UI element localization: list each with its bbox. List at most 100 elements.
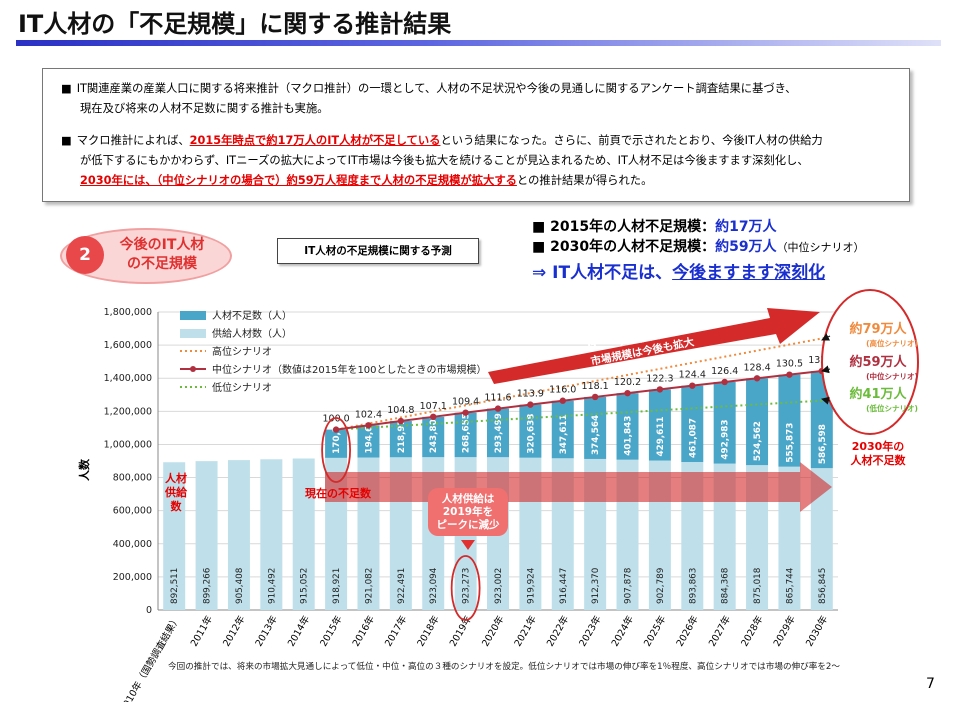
supply-label: 供給 bbox=[164, 485, 188, 499]
supply-value-label: 915,052 bbox=[300, 568, 310, 604]
peak-pointer-icon bbox=[461, 540, 475, 550]
market-index-label: 130.5 bbox=[776, 359, 803, 370]
mid-scenario-point bbox=[527, 401, 534, 408]
shortage-bar bbox=[648, 389, 671, 461]
headline-2030-value: 約59万人 bbox=[715, 239, 777, 255]
market-index-label: 102.4 bbox=[355, 409, 382, 420]
current-shortage-label: 現在の不足数 bbox=[305, 486, 372, 500]
shortage-value-label: 461,087 bbox=[688, 418, 698, 458]
x-tick-label: 2020年 bbox=[479, 613, 506, 649]
mid-scenario-point bbox=[656, 386, 664, 393]
y-tick-label: 1,200,000 bbox=[104, 406, 152, 417]
peak-circle bbox=[450, 555, 481, 621]
supply-bar bbox=[227, 460, 250, 610]
mid-scenario-point bbox=[624, 389, 631, 397]
badge-line-2: の不足規模 bbox=[127, 256, 197, 272]
supply-bar bbox=[195, 461, 218, 610]
summary-paragraph-2: ■ マクロ推計によれば、2015年時点で約17万人のIT人材が不足しているという結… bbox=[61, 131, 823, 151]
legend-label: 高位シナリオ bbox=[212, 345, 272, 358]
supply-value-label: 923,094 bbox=[429, 567, 439, 604]
x-tick-label: 2017年 bbox=[382, 613, 409, 649]
summary-p2-c: との推計結果が得られた。 bbox=[516, 174, 653, 187]
supply-value-label: 892,511 bbox=[170, 568, 180, 604]
supply-value-label: 865,744 bbox=[785, 567, 795, 604]
shortage-value-label: 401,843 bbox=[624, 416, 634, 456]
shortage-bar bbox=[454, 412, 477, 458]
peak-note-text: ピークに減少 bbox=[437, 518, 500, 531]
bullet-square-icon: ■ bbox=[61, 134, 72, 147]
supply-value-label: 923,273 bbox=[462, 568, 472, 604]
legend-label: 人材不足数（人） bbox=[212, 309, 292, 322]
page-title: IT人材の「不足規模」に関する推計結果 bbox=[18, 10, 452, 38]
pointer-mid-icon bbox=[821, 365, 831, 374]
mid-scenario-point bbox=[753, 375, 761, 382]
y-tick-label: 1,600,000 bbox=[104, 340, 152, 351]
supply-bar bbox=[163, 462, 186, 610]
high-scenario-value: 約79万人 bbox=[849, 321, 907, 337]
mid-scenario-sub: (中位シナリオ) bbox=[866, 371, 918, 381]
shortage-value-label: 268,655 bbox=[462, 413, 472, 453]
mid-scenario-value: 約59万人 bbox=[849, 354, 907, 370]
supply-value-label: 899,266 bbox=[203, 567, 213, 604]
x-tick-label: 2030年 bbox=[803, 613, 830, 649]
y-tick-label: 1,400,000 bbox=[104, 373, 152, 384]
summary-p2-highlight-1: 2015年時点で約17万人のIT人材が不足している bbox=[189, 134, 441, 147]
headline-2030-label: ■ 2030年の人材不足規模： bbox=[532, 239, 716, 255]
x-tick-label: 2010年（国勢調査結果） bbox=[118, 614, 183, 702]
shortage-bar bbox=[713, 381, 736, 464]
mid-scenario-point bbox=[462, 409, 469, 416]
x-tick-label: 2026年 bbox=[674, 613, 701, 649]
supply-bar bbox=[292, 458, 315, 610]
shortage-value-label: 293,499 bbox=[494, 413, 504, 453]
market-index-label: 104.8 bbox=[387, 405, 414, 416]
peak-note-box bbox=[428, 488, 508, 536]
shortage-bar bbox=[616, 393, 639, 460]
footnote-line-1: 今回の推計では、将来の市場拡大見通しによって低位・中位・高位の３種のシナリオを設… bbox=[168, 662, 840, 672]
shortage-value-label: 374,564 bbox=[591, 415, 601, 455]
y-tick-label: 1,800,000 bbox=[104, 307, 152, 318]
supply-value-label: 916,447 bbox=[559, 568, 569, 604]
high-scenario-line bbox=[335, 336, 828, 431]
page-number: 7 bbox=[926, 676, 935, 692]
mid-scenario-point bbox=[559, 397, 566, 404]
supply-value-label: 875,018 bbox=[753, 568, 763, 604]
mid-scenario-point bbox=[397, 417, 405, 425]
summary-p2-line2: が低下するにもかかわらず、ITニーズの拡大によってIT市場は今後も拡大を続けるこ… bbox=[80, 154, 809, 167]
summary-p2-line3: 2030年には、（中位シナリオの場合で）約59万人程度まで人材の不足規模が拡大す… bbox=[80, 171, 652, 191]
badge-line-1: 今後のIT人材 bbox=[119, 237, 205, 253]
headline-conclusion: ⇒ IT人材不足は、今後ますます深刻化 bbox=[532, 258, 825, 283]
shortage-value-label: 218,979 bbox=[397, 413, 407, 453]
legend-swatch-point bbox=[190, 366, 196, 372]
mid-scenario-point bbox=[430, 413, 437, 421]
x-tick-label: 2014年 bbox=[285, 613, 312, 649]
x-tick-label: 2018年 bbox=[415, 613, 442, 649]
low-scenario-sub: (低位シナリオ) bbox=[866, 403, 918, 413]
y-tick-label: 0 bbox=[146, 605, 152, 616]
market-index-label: 109.4 bbox=[452, 397, 479, 408]
x-tick-label: 2024年 bbox=[609, 613, 636, 649]
headline-2030: ■ 2030年の人材不足規模：約59万人（中位シナリオ） bbox=[532, 236, 865, 256]
shortage-value-label: 243,805 bbox=[429, 413, 439, 453]
headline-2015: ■ 2015年の人材不足規模：約17万人 bbox=[532, 216, 777, 236]
supply-bar bbox=[778, 466, 801, 610]
shortage-bar bbox=[389, 421, 412, 458]
legend-label: 中位シナリオ（数値は2015年を100としたときの市場規模） bbox=[212, 363, 487, 376]
supply-label: 数 bbox=[171, 499, 183, 513]
market-index-label: 126.4 bbox=[711, 366, 738, 377]
supply-value-label: 921,082 bbox=[364, 568, 374, 604]
shortage-2030-label: 人材不足数 bbox=[851, 453, 907, 467]
supply-value-label: 922,491 bbox=[397, 568, 407, 604]
x-tick-label: 2023年 bbox=[577, 613, 604, 649]
scenario-circle bbox=[821, 289, 919, 435]
supply-value-label: 912,370 bbox=[591, 567, 601, 604]
x-tick-label: 2012年 bbox=[220, 613, 247, 649]
footnote: 今回の推計では、将来の市場拡大見通しによって低位・中位・高位の３種のシナリオを設… bbox=[168, 661, 840, 673]
supply-label: 人材 bbox=[165, 471, 187, 485]
shortage-value-label: 586,598 bbox=[818, 424, 828, 464]
shortage-value-label: 320,638 bbox=[526, 414, 536, 454]
mid-scenario-point bbox=[332, 426, 340, 433]
y-tick-label: 400,000 bbox=[113, 539, 152, 550]
peak-note-text: 2019年を bbox=[443, 505, 493, 518]
headline-2015-label: ■ 2015年の人材不足規模： bbox=[532, 219, 716, 235]
